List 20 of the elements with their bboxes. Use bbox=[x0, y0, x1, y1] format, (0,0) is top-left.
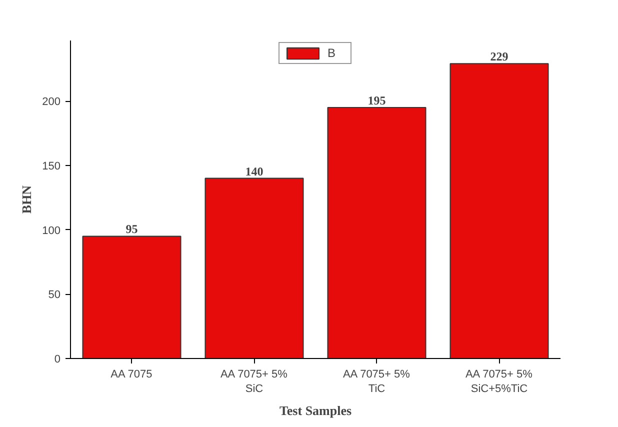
x-axis-title: Test Samples bbox=[279, 402, 352, 418]
y-tick-label: 50 bbox=[48, 289, 61, 302]
bar bbox=[204, 178, 304, 358]
y-tick-label: 150 bbox=[42, 160, 61, 172]
data-label: 229 bbox=[490, 50, 508, 64]
y-tick-label: 0 bbox=[54, 354, 61, 366]
bar bbox=[82, 236, 182, 358]
y-tick-label: 200 bbox=[42, 96, 61, 108]
y-tick-label: 100 bbox=[42, 224, 61, 237]
data-label: 95 bbox=[126, 222, 138, 236]
x-tick-label: AA 7075+ 5% TiC bbox=[342, 368, 410, 395]
x-tick-label: AA 7075+ 5% SiC bbox=[220, 368, 288, 395]
x-tick-label: AA 7075 bbox=[110, 368, 152, 380]
x-tick-label: AA 7075+ 5% SiC+5%TiC bbox=[465, 368, 533, 395]
data-label: 195 bbox=[368, 93, 386, 108]
bar bbox=[327, 106, 426, 358]
legend-label: B bbox=[328, 46, 337, 60]
data-label: 140 bbox=[245, 164, 264, 178]
y-axis-title: BHN bbox=[19, 184, 34, 214]
bar bbox=[450, 63, 549, 358]
